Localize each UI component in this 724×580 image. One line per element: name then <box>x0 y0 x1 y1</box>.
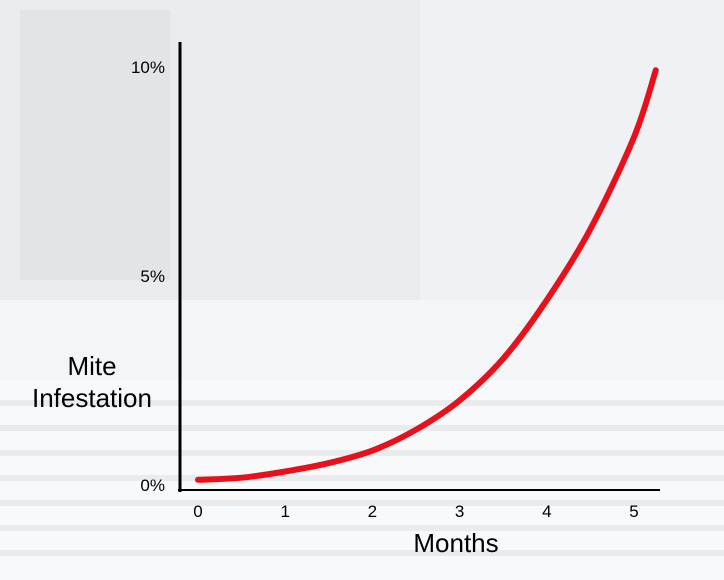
series-layer <box>195 67 659 483</box>
y-tick-label: 0% <box>140 476 165 495</box>
y-axis-title-line-2: Infestation <box>32 383 152 413</box>
x-axis-title: Months <box>413 528 498 558</box>
x-tick-label: 3 <box>455 502 464 521</box>
y-tick-labels: 0% 5% 10% <box>131 58 165 495</box>
x-tick-labels: 0 1 2 3 4 5 <box>193 502 638 521</box>
x-tick-label: 4 <box>542 502 551 521</box>
series-line <box>195 67 659 483</box>
x-tick-label: 5 <box>629 502 638 521</box>
y-axis-title-line-1: Mite <box>67 351 116 381</box>
y-tick-label: 5% <box>140 267 165 286</box>
x-tick-label: 1 <box>280 502 289 521</box>
y-tick-label: 10% <box>131 58 165 77</box>
x-tick-label: 0 <box>193 502 202 521</box>
axes <box>178 42 660 492</box>
x-tick-label: 2 <box>368 502 377 521</box>
